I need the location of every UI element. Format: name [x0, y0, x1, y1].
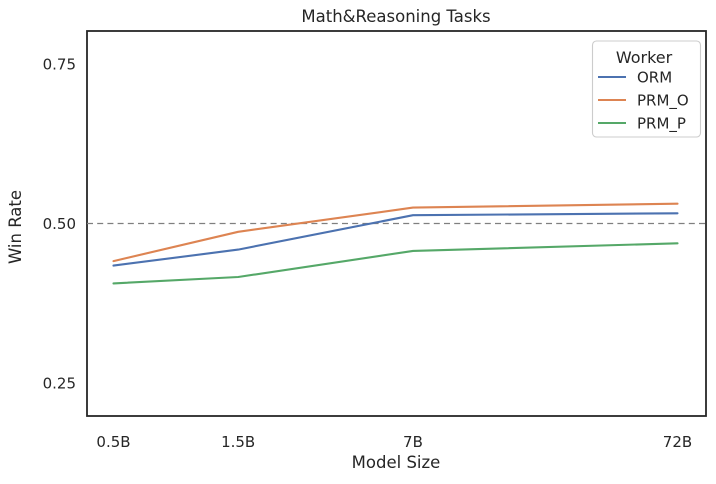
x-tick-label: 7B	[403, 433, 423, 451]
legend: Worker ORM PRM_O PRM_P	[591, 40, 702, 138]
series-line-prm_o	[112, 202, 679, 263]
x-axis-label: Model Size	[352, 453, 441, 472]
x-tick-label: 72B	[663, 433, 692, 451]
y-tick-label: 0.50	[43, 215, 76, 233]
series-line-orm	[112, 212, 679, 267]
legend-label-prm_p: PRM_P	[637, 115, 686, 134]
series-line-prm_p	[112, 242, 679, 285]
legend-label-prm_o: PRM_O	[637, 92, 689, 111]
x-tick-label: 0.5B	[96, 433, 130, 451]
y-axis-label: Win Rate	[6, 190, 25, 264]
legend-box	[591, 40, 702, 138]
legend-label-orm: ORM	[637, 69, 672, 87]
x-axis-ticks: 0.5B 1.5B 7B 72B	[96, 433, 692, 451]
y-axis-ticks: 0.25 0.50 0.75	[43, 56, 76, 393]
y-tick-label: 0.25	[43, 374, 76, 392]
series-lines	[112, 202, 679, 285]
chart-title: Math&Reasoning Tasks	[301, 7, 490, 26]
x-tick-label: 1.5B	[221, 433, 255, 451]
legend-title: Worker	[616, 48, 673, 67]
legend-entries: ORM PRM_O PRM_P	[598, 69, 689, 134]
y-tick-label: 0.75	[43, 56, 76, 74]
